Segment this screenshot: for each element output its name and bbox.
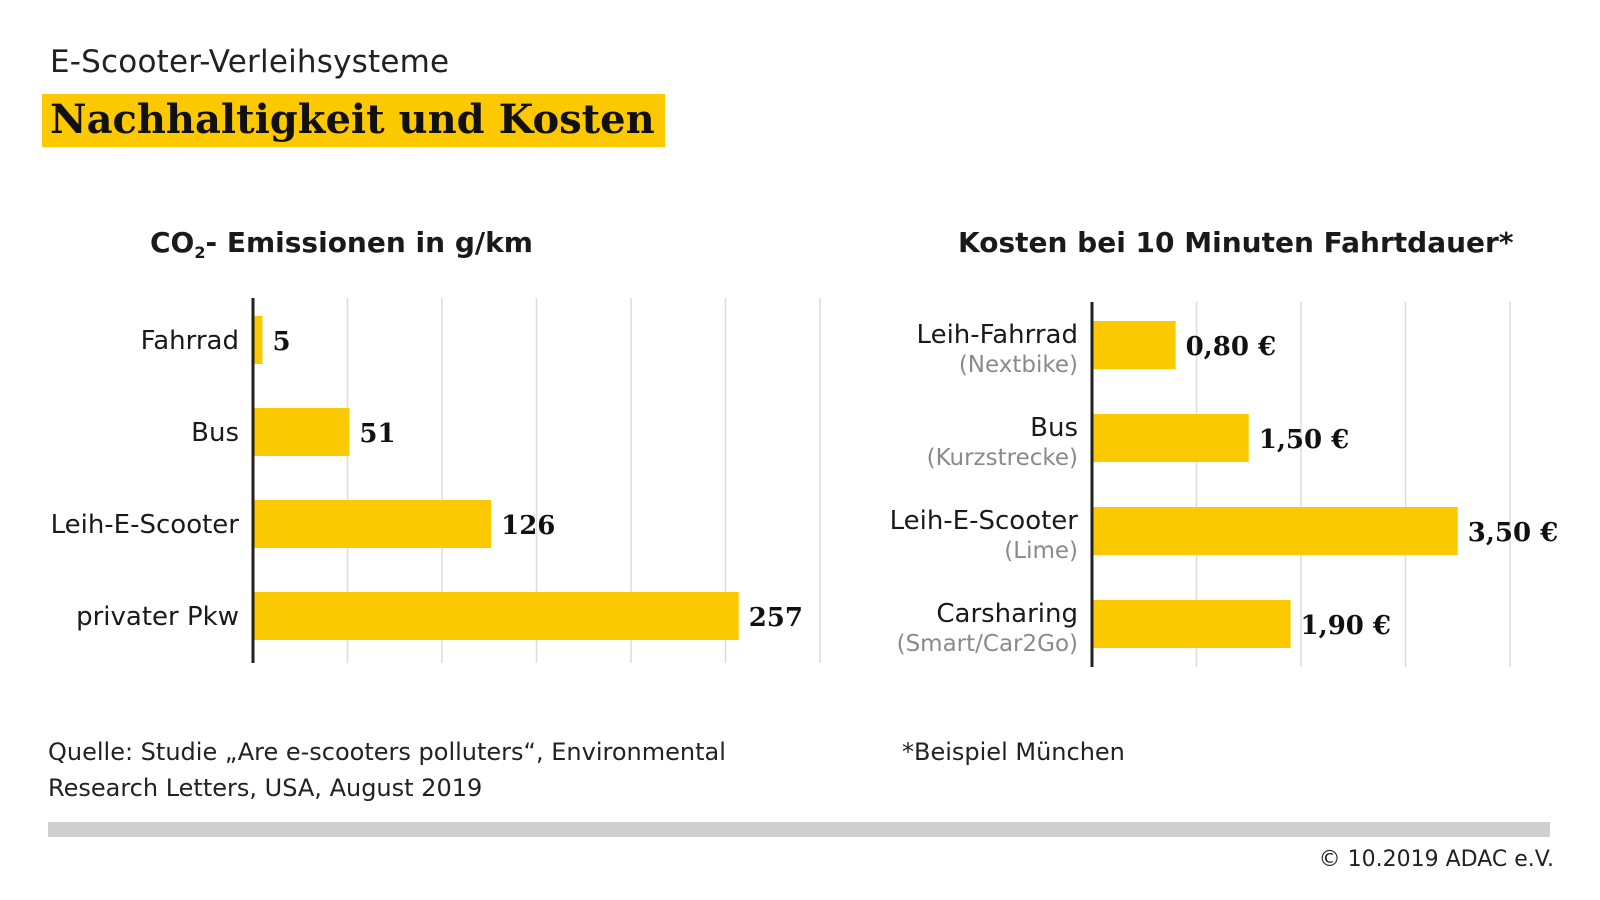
cost-category-sublabel: (Kurzstrecke) [927, 445, 1078, 471]
cost-value-label: 0,80 € [1186, 332, 1276, 362]
co2-bar [253, 500, 492, 548]
co2-bar [253, 316, 263, 364]
cost-category-label: Carsharing [936, 599, 1078, 629]
co2-title-suffix: - Emissionen in g/km [205, 226, 533, 259]
subtitle: E-Scooter-Verleihsysteme [50, 44, 450, 80]
co2-category-label: Bus [191, 418, 239, 448]
cost-category-label: Leih-Fahrrad [917, 320, 1078, 350]
cost-category-label: Bus [1030, 413, 1078, 443]
cost-bar [1092, 600, 1291, 648]
co2-bar [253, 408, 350, 456]
co2-category-label: Leih-E-Scooter [51, 510, 240, 540]
cost-value-label: 1,50 € [1259, 425, 1349, 455]
co2-value-label: 51 [359, 419, 395, 449]
co2-category-label: Fahrrad [141, 326, 239, 356]
co2-value-label: 126 [501, 511, 555, 541]
cost-category-sublabel: (Lime) [1004, 538, 1078, 564]
cost-category-sublabel: (Smart/Car2Go) [897, 631, 1078, 657]
main-title: Nachhaltigkeit und Kosten [42, 94, 665, 147]
footer-divider [48, 822, 1550, 837]
footnote: *Beispiel München [902, 738, 1125, 766]
cost-bar [1092, 414, 1249, 462]
copyright: © 10.2019 ADAC e.V. [1318, 847, 1554, 872]
co2-value-label: 257 [749, 603, 803, 633]
cost-value-label: 3,50 € [1468, 518, 1558, 548]
co2-bar [253, 592, 739, 640]
co2-chart-title: CO2- Emissionen in g/km [150, 226, 533, 262]
cost-category-sublabel: (Nextbike) [959, 352, 1078, 378]
cost-bar [1092, 507, 1458, 555]
co2-category-label: privater Pkw [76, 602, 239, 632]
source-note: Quelle: Studie „Are e-scooters polluters… [48, 738, 726, 802]
co2-title-subscript: 2 [194, 243, 206, 262]
cost-chart-title: Kosten bei 10 Minuten Fahrtdauer* [958, 226, 1514, 259]
co2-value-label: 5 [272, 327, 290, 357]
cost-value-label: 1,90 € [1301, 611, 1391, 641]
cost-category-label: Leih-E-Scooter [890, 506, 1079, 536]
cost-bar [1092, 321, 1176, 369]
co2-title-prefix: CO [150, 226, 195, 259]
